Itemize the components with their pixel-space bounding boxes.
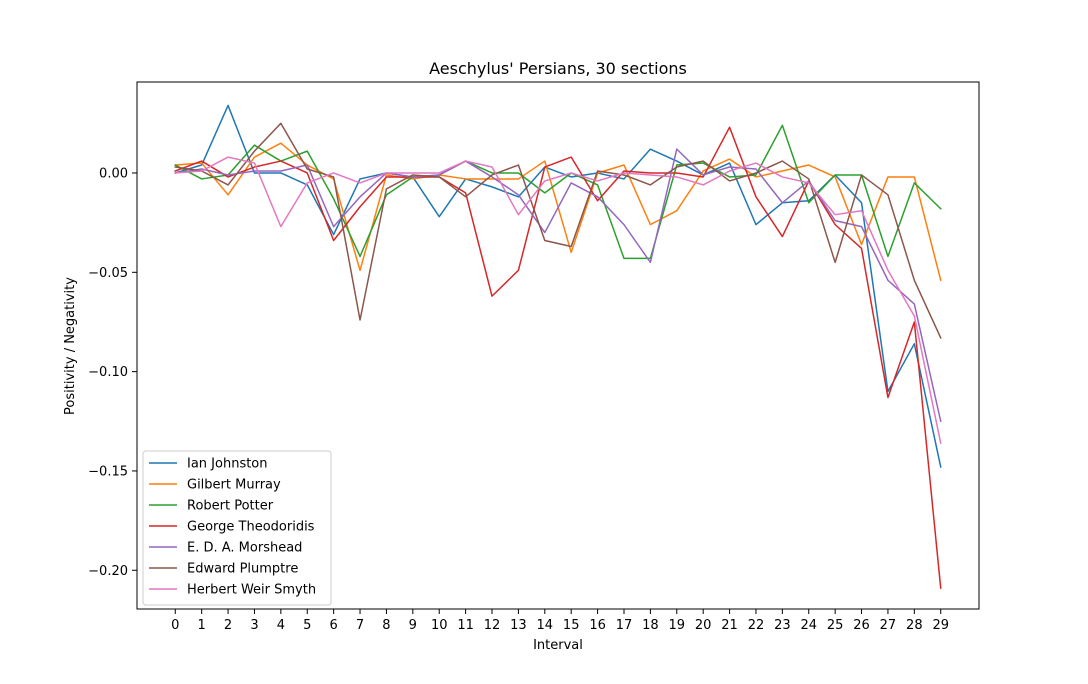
x-tick-label: 25 xyxy=(827,618,844,633)
y-tick-label: −0.20 xyxy=(88,564,128,579)
x-tick-label: 14 xyxy=(537,618,554,633)
x-tick-label: 3 xyxy=(250,618,258,633)
x-tick-label: 22 xyxy=(748,618,765,633)
x-tick-label: 13 xyxy=(510,618,527,633)
x-tick-label: 2 xyxy=(224,618,232,633)
y-axis: 0.00 −0.05 −0.10 −0.15 −0.20 xyxy=(88,166,137,579)
x-tick-label: 7 xyxy=(356,618,364,633)
x-tick-label: 18 xyxy=(642,618,659,633)
plot-frame xyxy=(136,81,980,610)
x-tick-label: 4 xyxy=(277,618,285,633)
x-tick-label: 17 xyxy=(616,618,633,633)
legend-label: George Theodoridis xyxy=(187,520,315,535)
x-tick-label: 23 xyxy=(774,618,791,633)
x-tick-label: 9 xyxy=(409,618,417,633)
x-tick-label: 0 xyxy=(171,618,179,633)
x-tick-label: 29 xyxy=(932,618,949,633)
series-lines xyxy=(174,104,942,589)
x-tick-label: 10 xyxy=(431,618,448,633)
legend: Ian Johnston Gilbert Murray Robert Potter G… xyxy=(142,450,332,606)
y-tick-label: 0.00 xyxy=(99,166,128,181)
legend-label: Ian Johnston xyxy=(187,457,268,472)
y-tick-label: −0.10 xyxy=(88,365,128,380)
x-tick-label: 12 xyxy=(484,618,501,633)
y-axis-title: Positivity / Negativity xyxy=(63,277,78,415)
legend-label: Edward Plumptre xyxy=(187,562,298,577)
x-tick-label: 19 xyxy=(669,618,686,633)
legend-label: Herbert Weir Smyth xyxy=(187,583,316,598)
x-tick-label: 8 xyxy=(382,618,390,633)
x-tick-label: 28 xyxy=(906,618,923,633)
x-tick-label: 11 xyxy=(457,618,474,633)
series-line-herbert-weir-smyth xyxy=(174,156,942,445)
x-axis-title: Interval xyxy=(533,638,583,653)
x-tick-label: 16 xyxy=(589,618,606,633)
series-line-ian-johnston xyxy=(174,104,942,468)
series-line-robert-potter xyxy=(174,124,942,260)
legend-label: Gilbert Murray xyxy=(187,478,281,493)
x-axis: 0 1 2 3 4 5 6 7 8 9 10 11 12 13 14 15 16 17 18 19 20 21 22 23 24… xyxy=(171,609,949,633)
legend-box xyxy=(142,450,332,606)
x-tick-label: 6 xyxy=(330,618,338,633)
x-tick-label: 5 xyxy=(303,618,311,633)
x-tick-label: 21 xyxy=(721,618,738,633)
x-tick-label: 20 xyxy=(695,618,712,633)
series-line-edward-plumptre xyxy=(174,122,942,339)
chart-title: Aeschylus' Persians, 30 sections xyxy=(429,59,687,78)
y-tick-label: −0.05 xyxy=(88,266,128,281)
legend-label: Robert Potter xyxy=(187,499,274,514)
y-tick-label: −0.15 xyxy=(88,464,128,479)
x-tick-label: 1 xyxy=(198,618,206,633)
legend-label: E. D. A. Morshead xyxy=(187,541,302,556)
x-tick-label: 24 xyxy=(800,618,817,633)
x-tick-label: 27 xyxy=(880,618,897,633)
x-tick-label: 26 xyxy=(853,618,870,633)
x-tick-label: 15 xyxy=(563,618,580,633)
